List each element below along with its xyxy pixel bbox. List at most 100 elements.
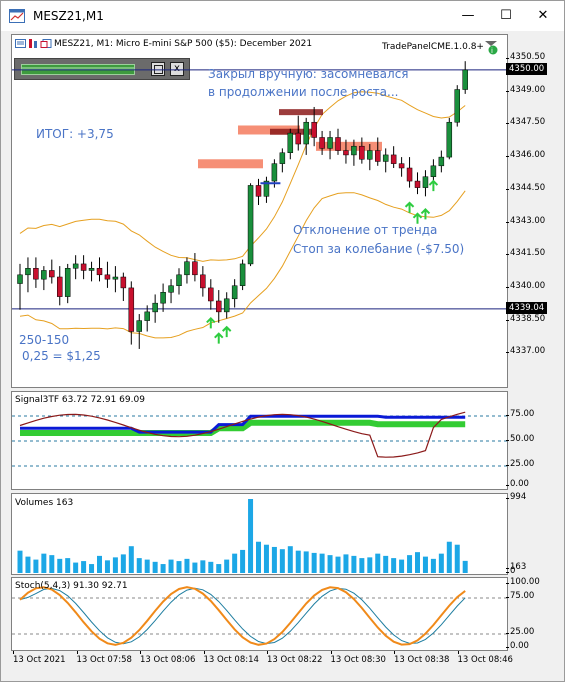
volume-scale-tick: 163 <box>510 562 527 572</box>
title-bar: MESZ21,M1 — ☐ ✕ <box>1 1 564 31</box>
stochastic-pane[interactable]: Stoch(5,4,3) 91.30 92.71 <box>11 577 508 651</box>
volume-bar <box>335 556 341 573</box>
candle-body <box>49 270 55 278</box>
volume-scale: 994 163 0 <box>506 492 558 576</box>
volume-bar <box>271 546 277 573</box>
volume-bar <box>399 559 405 573</box>
volume-scale-tick-mark <box>506 572 509 573</box>
candle-body <box>96 268 103 276</box>
price-scale-tick-mark <box>506 221 509 223</box>
stochastic-scale-tick-mark <box>506 583 509 584</box>
price-scale[interactable]: 4350.50 4349.00 4347.50 4346.00 4344.50 4343.… <box>506 34 558 386</box>
signal-label: Signal3TF 63.72 72.91 69.09 <box>15 395 145 405</box>
volume-bar <box>33 559 39 573</box>
stochastic-scale: 100.00 75.00 25.00 0.00 <box>506 577 558 651</box>
candle-body <box>64 268 71 297</box>
time-axis-label: 13 Oct 08:38 <box>394 655 450 665</box>
maximize-icon[interactable]: ☐ <box>500 8 512 23</box>
price-scale-tick-mark <box>506 90 509 92</box>
volume-scale-tick: 994 <box>510 492 527 502</box>
volume-scale-tick-mark <box>506 498 509 499</box>
volume-bar <box>415 552 420 573</box>
stochastic-scale-tick: 75.00 <box>510 591 535 601</box>
upper-band-line <box>19 91 466 262</box>
volume-bar <box>89 564 95 573</box>
candle-body <box>351 145 357 156</box>
candle-body <box>406 167 413 182</box>
volume-bar <box>375 553 381 573</box>
volume-bar <box>73 562 79 573</box>
volume-bar <box>57 558 63 573</box>
candle-body <box>263 180 270 197</box>
candle-body <box>231 285 238 300</box>
svg-text:i: i <box>491 47 493 55</box>
volume-bar <box>17 550 23 573</box>
candle-body <box>359 145 365 160</box>
volume-bar <box>160 564 166 573</box>
volume-bar <box>41 553 47 573</box>
volume-pane[interactable]: Volumes 163 <box>11 493 508 575</box>
candle-body <box>239 263 246 286</box>
candle-body <box>295 132 301 145</box>
price-scale-tick: 4347.50 <box>510 117 546 128</box>
volume-bar <box>311 552 317 573</box>
close-icon[interactable]: ✕ <box>537 8 549 23</box>
time-axis[interactable]: 13 Oct 2021 13 Oct 07:58 13 Oct 08:06 13 Oc… <box>11 651 556 671</box>
volume-bar <box>263 544 269 573</box>
signal-scale-tick: 0.00 <box>510 479 529 489</box>
price-scale-tick: 4350.50 <box>510 52 546 62</box>
panel-close-button[interactable]: x <box>170 62 184 76</box>
supply-zone <box>198 159 263 169</box>
volume-scale-tick-mark <box>506 568 509 569</box>
volume-bar <box>104 560 110 573</box>
annotation-deviation-2: Стоп за колебание (-$7.50) <box>293 242 465 256</box>
price-scale-tick-mark <box>506 352 509 354</box>
candle-body <box>430 165 437 177</box>
volume-bar <box>112 557 118 573</box>
candle-body <box>88 268 95 271</box>
candle-body <box>168 285 174 293</box>
signal-indicator-pane[interactable]: Signal3TF 63.72 72.91 69.09 <box>11 391 508 490</box>
candle-body <box>367 150 373 160</box>
minimize-icon[interactable]: — <box>461 8 475 23</box>
volume-bar <box>438 553 444 573</box>
price-scale-tick: 4337.00 <box>510 346 546 357</box>
candle-body <box>327 137 333 149</box>
volume-bar <box>446 541 452 573</box>
candle-body <box>311 121 317 138</box>
candle-body <box>184 261 190 276</box>
price-chart-pane[interactable]: MESZ21, M1: Micro E-mini S&P 500 ($5): D… <box>11 34 508 388</box>
stochastic-scale-tick-mark <box>506 597 509 598</box>
volume-bar <box>97 555 102 573</box>
buy-arrow-icon <box>214 332 224 344</box>
candle-body <box>319 137 325 149</box>
candle-body <box>398 163 405 169</box>
annotation-result: ИТОГ: +3,75 <box>36 127 114 141</box>
stochastic-signal-line <box>19 587 466 645</box>
time-axis-label: 13 Oct 08:22 <box>267 655 323 665</box>
volume-bar <box>248 499 254 573</box>
price-scale-tick-mark <box>506 319 509 321</box>
candle-body <box>192 261 198 276</box>
volume-bar <box>319 553 325 573</box>
annotation-closed-note-1: Закрыл вручную: засомневался <box>208 67 409 81</box>
buy-arrow-icon <box>412 212 423 224</box>
price-scale-tick: 4338.50 <box>510 313 546 324</box>
signal-scale-tick-mark <box>506 440 509 441</box>
stochastic-scale-tick-mark <box>506 647 509 648</box>
stochastic-scale-tick: 100.00 <box>510 577 540 587</box>
volume-bar <box>454 544 460 573</box>
annotation-closed-note-2: в продолжении после роста... <box>208 85 399 99</box>
price-scale-tick-mark <box>506 58 509 59</box>
signal-scale-tick-mark <box>506 465 509 466</box>
time-axis-label: 13 Oct 08:06 <box>140 655 196 665</box>
ea-label: TradePanelCME.1.0.8+ <box>382 42 484 52</box>
time-axis-label: 13 Oct 08:46 <box>457 655 513 665</box>
time-axis-label: 13 Oct 2021 <box>13 655 66 665</box>
volume-bar <box>359 558 365 573</box>
volume-bar <box>407 555 413 573</box>
candle-body <box>414 180 421 188</box>
stochastic-main-line <box>19 586 466 646</box>
chart-type-icons[interactable] <box>15 38 53 50</box>
